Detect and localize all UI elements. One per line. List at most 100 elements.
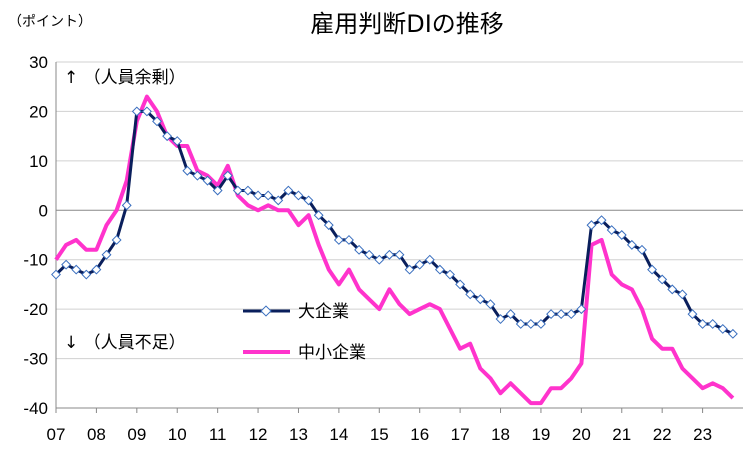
data-point	[384, 249, 395, 260]
data-point	[657, 274, 668, 285]
x-tick-label: 07	[47, 425, 66, 444]
data-point	[505, 309, 516, 320]
data-point	[515, 319, 526, 329]
data-point	[647, 264, 658, 275]
data-point	[71, 264, 82, 275]
data-point	[626, 239, 637, 250]
data-point	[677, 289, 688, 300]
data-point	[455, 279, 466, 290]
data-point	[91, 264, 102, 275]
data-point	[162, 131, 173, 142]
data-point	[273, 195, 284, 206]
data-point	[525, 319, 536, 329]
data-point	[374, 254, 385, 265]
data-point	[667, 284, 678, 295]
data-point	[202, 175, 213, 186]
data-point	[475, 294, 486, 305]
data-point	[495, 314, 506, 324]
data-point	[253, 190, 264, 201]
data-point	[727, 328, 738, 339]
data-point	[637, 244, 647, 255]
data-point	[333, 234, 344, 245]
data-point	[586, 220, 597, 231]
annotation-shortage: ↓ （人員不足）	[64, 333, 186, 353]
x-tick-label: 16	[410, 425, 429, 444]
series	[51, 94, 738, 406]
y-tick-label: 10	[29, 152, 48, 171]
data-point	[111, 234, 122, 245]
x-tick-label: 12	[249, 425, 268, 444]
data-point	[81, 269, 92, 280]
data-point	[263, 190, 274, 201]
x-tick-label: 22	[653, 425, 672, 444]
data-point	[313, 210, 324, 221]
x-tick-label: 21	[612, 425, 631, 444]
x-tick-label: 10	[168, 425, 187, 444]
x-tick-label: 14	[329, 425, 348, 444]
data-point	[303, 195, 314, 206]
data-point	[424, 254, 435, 265]
data-point	[101, 249, 112, 260]
legend-label-large: 大企業	[298, 302, 349, 322]
data-point	[172, 136, 183, 147]
x-tick-label: 11	[209, 425, 227, 444]
data-point	[556, 309, 567, 320]
data-point	[243, 185, 253, 196]
annotation-surplus: ↑ （人員余剰）	[64, 68, 186, 88]
x-tick-label: 17	[451, 425, 470, 444]
data-point	[354, 244, 365, 255]
data-point	[546, 309, 556, 320]
data-point	[535, 319, 546, 329]
data-point	[717, 323, 728, 334]
data-point	[485, 299, 496, 310]
x-tick-label: 08	[87, 425, 106, 444]
data-point	[212, 185, 223, 196]
series-line-0	[54, 109, 734, 336]
y-tick-label: -30	[23, 350, 48, 369]
series-line-1	[54, 94, 735, 406]
x-tick-label: 09	[127, 425, 146, 444]
data-point	[394, 249, 405, 260]
data-point	[222, 170, 233, 181]
y-unit-label: （ポイント）	[8, 14, 92, 30]
data-point	[445, 269, 455, 280]
data-point	[566, 309, 577, 320]
data-point	[414, 259, 425, 270]
y-tick-label: 30	[29, 53, 48, 72]
data-point	[192, 170, 203, 181]
x-tick-label: 18	[491, 425, 510, 444]
x-tick-label: 19	[531, 425, 550, 444]
y-axis-ticks: 30 20 10 0 -10 -20 -30 -40	[23, 53, 48, 418]
data-point	[323, 220, 334, 231]
y-tick-label: 0	[39, 201, 48, 220]
data-point	[576, 304, 587, 315]
legend-marker-large	[260, 305, 272, 317]
data-point	[152, 116, 162, 127]
data-point	[182, 165, 193, 176]
data-point	[364, 249, 375, 260]
x-tick-label: 23	[693, 425, 712, 444]
data-point	[141, 106, 152, 117]
data-point	[283, 185, 294, 196]
x-axis-ticks: 07 08 09 10 11 12 13 14 15 16 17 18 19 20 21 22 23	[47, 408, 712, 444]
y-tick-label: -20	[23, 300, 48, 319]
chart-title: 雇用判断DIの推移	[310, 10, 504, 38]
data-point	[131, 106, 142, 117]
x-tick-label: 15	[370, 425, 389, 444]
data-point	[434, 264, 445, 275]
data-point	[596, 215, 607, 226]
data-point	[465, 289, 476, 300]
data-point	[344, 234, 354, 245]
y-tick-label: -10	[23, 251, 48, 270]
data-point	[61, 259, 72, 270]
data-point	[707, 319, 718, 329]
legend-label-sme: 中小企業	[298, 343, 366, 363]
data-point	[687, 309, 698, 320]
y-tick-label: 20	[29, 102, 48, 121]
data-point	[616, 230, 627, 240]
legend: 大企業 中小企業	[243, 302, 366, 363]
x-tick-label: 20	[572, 425, 591, 444]
data-point	[697, 319, 708, 329]
x-tick-label: 13	[289, 425, 308, 444]
